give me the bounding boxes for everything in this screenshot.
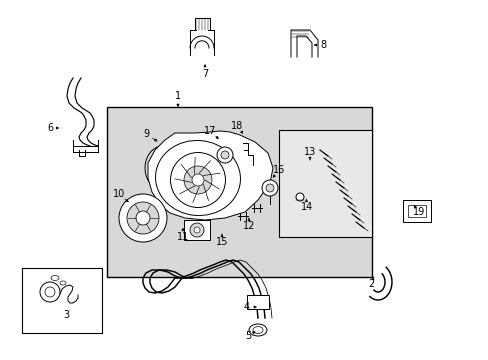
Circle shape [194,227,200,233]
Text: 15: 15 [215,237,228,247]
Circle shape [45,287,55,297]
Ellipse shape [155,140,240,216]
Ellipse shape [192,174,203,186]
Bar [279,130,371,237]
Text: 16: 16 [272,165,285,175]
Text: 12: 12 [243,221,255,231]
Text: 6: 6 [47,123,53,133]
Bar [246,295,268,309]
Circle shape [136,211,150,225]
Circle shape [295,193,304,201]
Text: 4: 4 [244,302,249,312]
Text: 18: 18 [230,121,243,131]
Circle shape [119,194,167,242]
Bar [22,268,102,333]
Circle shape [40,282,60,302]
Circle shape [262,180,278,196]
Text: 19: 19 [412,207,424,217]
Circle shape [190,223,203,237]
Text: 8: 8 [319,40,325,50]
Text: 1: 1 [175,91,181,101]
Text: 7: 7 [202,69,208,79]
Bar [107,107,371,277]
Ellipse shape [248,324,266,336]
Bar [407,205,425,217]
Ellipse shape [51,275,59,280]
Circle shape [127,202,159,234]
Text: 11: 11 [177,232,189,242]
Text: 14: 14 [300,202,312,212]
Text: 13: 13 [303,147,315,157]
Ellipse shape [60,281,66,285]
Ellipse shape [252,327,263,333]
Ellipse shape [183,166,212,194]
Bar [183,220,209,240]
Ellipse shape [170,153,225,207]
Circle shape [265,184,273,192]
Text: 10: 10 [113,189,125,199]
Circle shape [221,151,228,159]
Bar [402,200,430,222]
Circle shape [217,147,232,163]
Text: 9: 9 [142,129,149,139]
Text: 3: 3 [63,310,69,320]
Text: 5: 5 [244,331,251,341]
Text: 17: 17 [203,126,216,136]
Text: 2: 2 [367,279,373,289]
Polygon shape [148,131,272,220]
